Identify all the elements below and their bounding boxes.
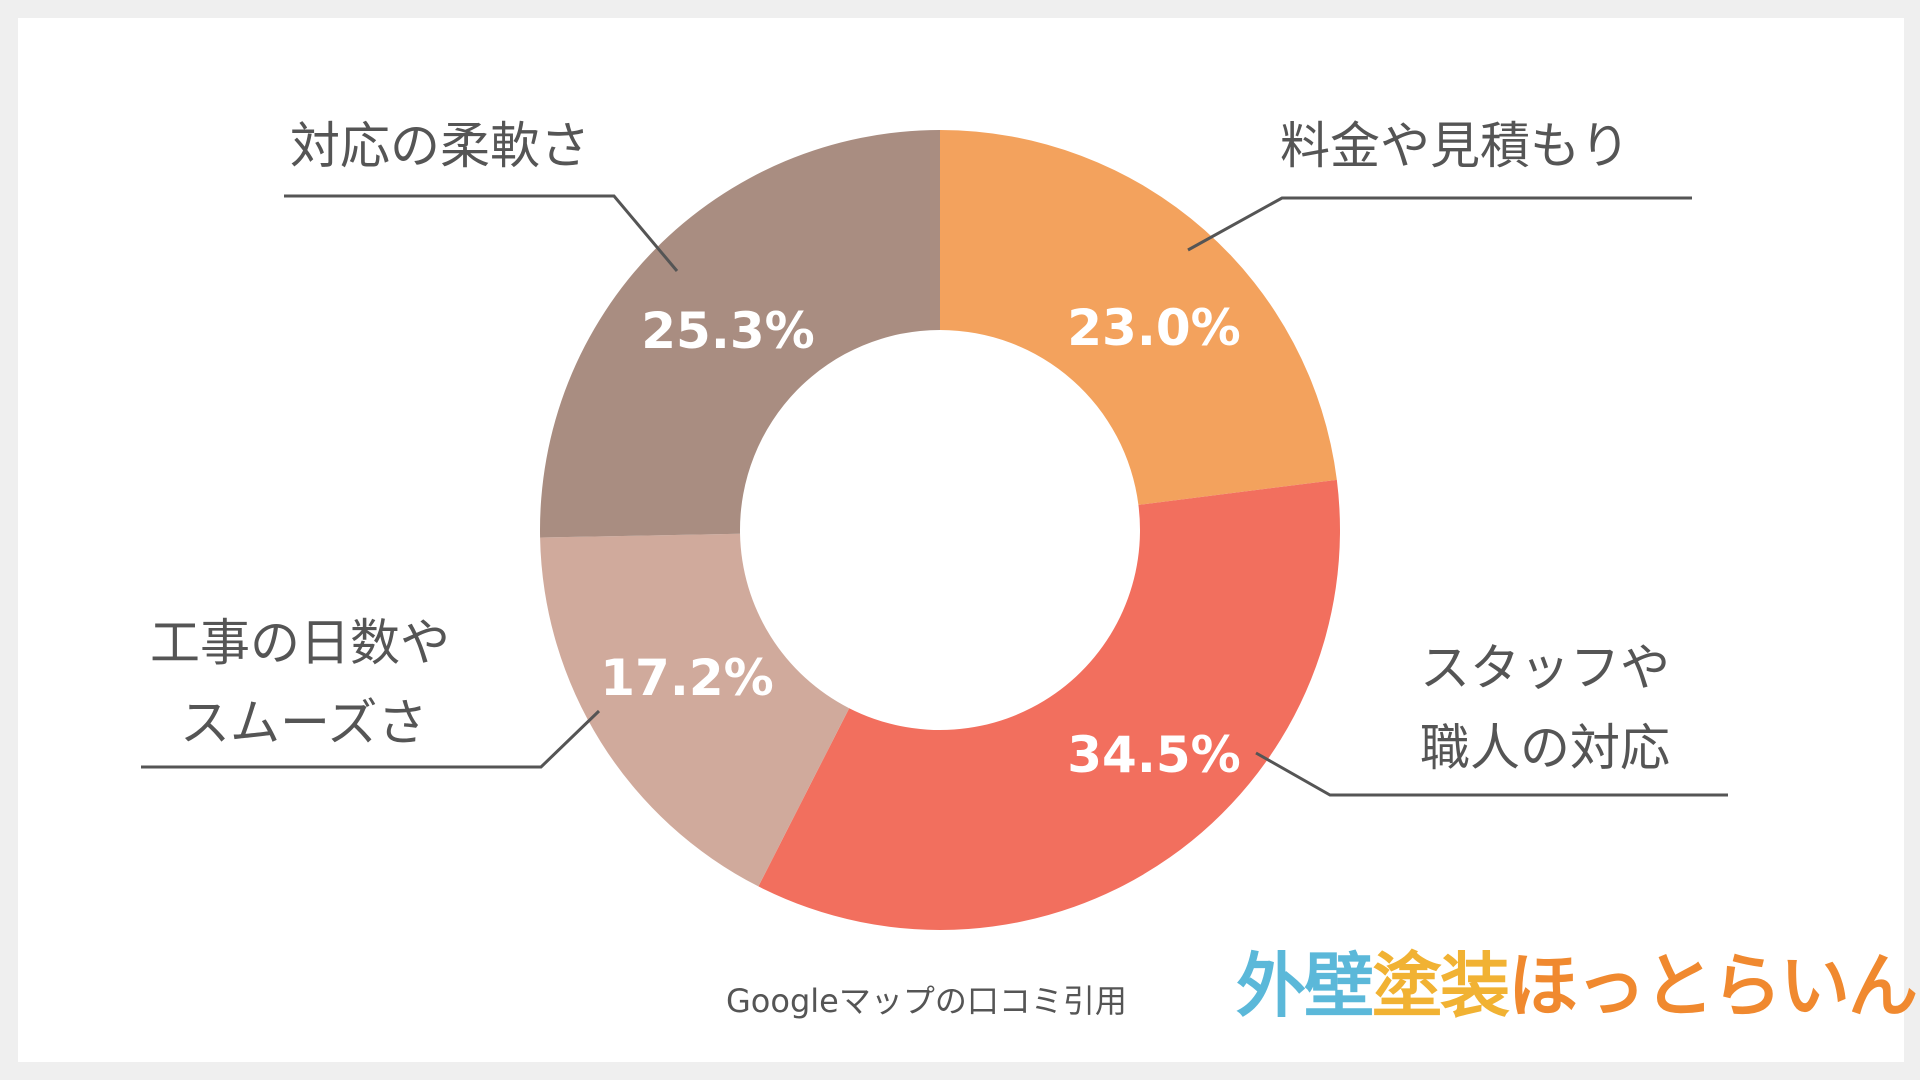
source-note: Googleマップの口コミ引用	[726, 982, 1127, 1020]
value-label-fee: 23.0%	[1067, 299, 1240, 357]
brand-logo-part1: 外壁	[1236, 945, 1374, 1027]
brand-logo-part2: 塗装	[1372, 945, 1510, 1027]
donut-slice-1	[758, 479, 1340, 930]
category-label-days-line2: スムーズさ	[180, 694, 428, 752]
category-label-days-line1: 工事の日数や	[150, 614, 450, 672]
category-label-flex: 対応の柔軟さ	[290, 117, 590, 175]
donut-slices	[539, 130, 1340, 930]
brand-logo: 外壁塗装ほっとらいん	[1236, 944, 1918, 1028]
value-label-staff: 34.5%	[1067, 726, 1240, 784]
leader-lines	[141, 194, 1728, 797]
value-label-days: 17.2%	[600, 649, 773, 707]
leader-line-staff	[1255, 751, 1728, 797]
category-label-staff-line2: 職人の対応	[1420, 719, 1670, 777]
brand-logo-part3: ほっとらいん	[1508, 945, 1918, 1027]
category-label-staff-line1: スタッフや	[1420, 639, 1670, 697]
category-labels: 料金や見積もり スタッフや 職人の対応 工事の日数や スムーズさ 対応の柔軟さ	[150, 117, 1670, 777]
donut-slice-2	[540, 533, 850, 887]
value-label-flex: 25.3%	[641, 302, 814, 360]
donut-slice-0	[940, 130, 1337, 505]
slice-value-labels: 23.0% 34.5% 17.2% 25.3%	[600, 299, 1240, 784]
category-label-fee: 料金や見積もり	[1280, 117, 1630, 175]
leader-line-days	[141, 709, 601, 769]
leader-line-flex	[284, 194, 679, 272]
leader-line-fee	[1187, 196, 1692, 252]
donut-slice-3	[539, 130, 940, 538]
